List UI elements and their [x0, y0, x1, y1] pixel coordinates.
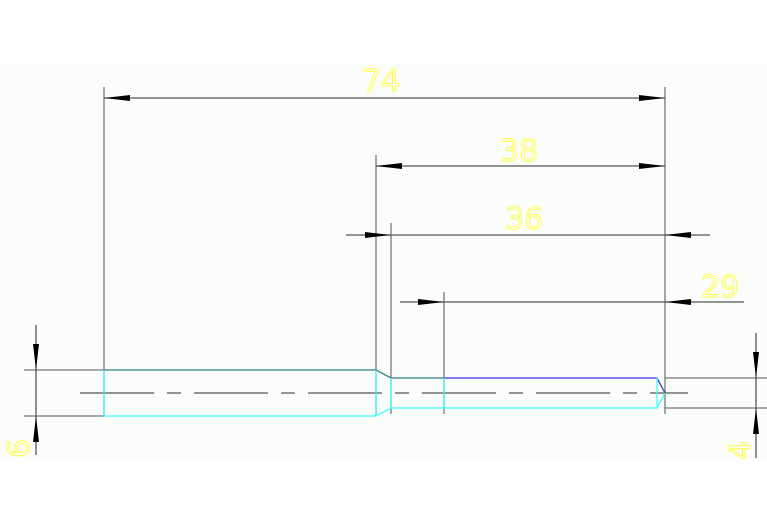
dim-6-text: 6: [2, 439, 37, 458]
shaft-outline: [103, 369, 666, 417]
dim-4-text: 4: [723, 441, 758, 460]
dimension-lines: [33, 95, 759, 458]
model-space: [0, 64, 767, 458]
dim-29-text: 29: [701, 270, 739, 305]
dim-36-text: 36: [505, 202, 543, 237]
extension-lines: [24, 87, 767, 417]
dim-74-text: 74: [362, 64, 400, 99]
dim-38-text: 38: [500, 134, 538, 169]
